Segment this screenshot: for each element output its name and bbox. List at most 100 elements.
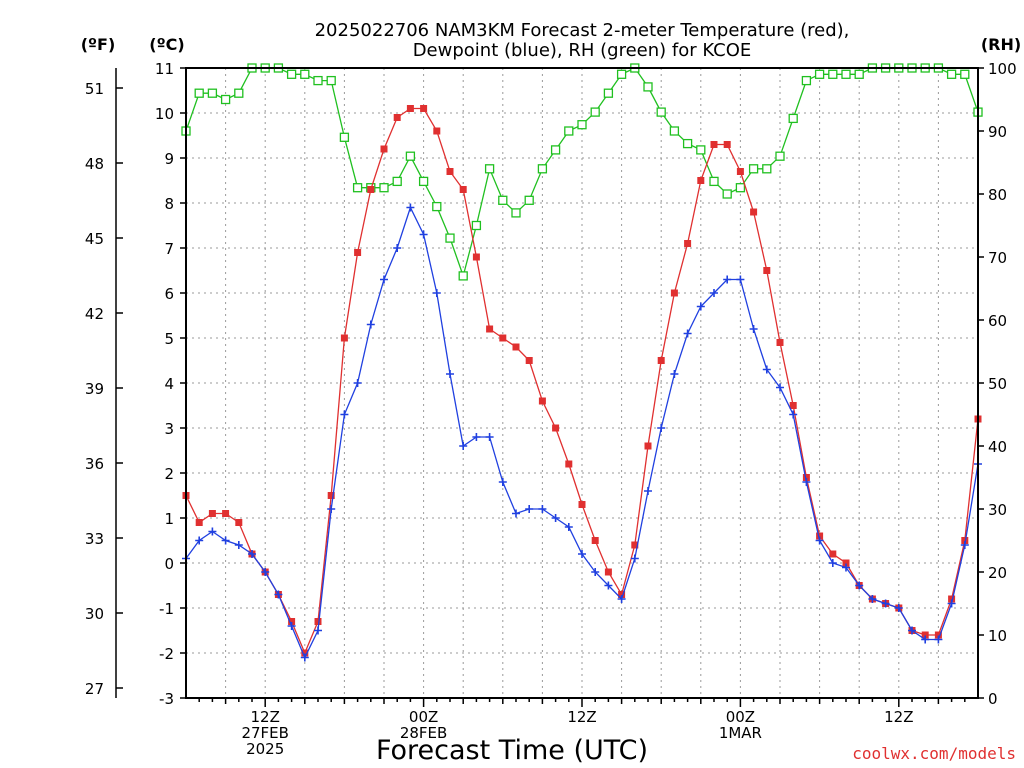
dewpoint-point — [261, 568, 270, 576]
temperature-point — [340, 334, 348, 342]
temperature-point — [670, 289, 678, 297]
dewpoint-point — [802, 478, 811, 486]
dewpoint-point — [947, 599, 956, 608]
rh-point — [643, 82, 653, 92]
rh-tick-label: 30 — [988, 501, 1007, 519]
rh-point — [590, 107, 600, 117]
rh-point — [432, 201, 442, 212]
credit-text: coolwx.com/models — [852, 744, 1016, 763]
rh-point — [194, 88, 204, 98]
dewpoint-point — [881, 599, 890, 608]
rh-point — [405, 151, 416, 161]
celsius-tick-label: 1 — [164, 510, 174, 528]
dewpoint-point — [670, 370, 679, 378]
dewpoint-point — [287, 622, 296, 630]
rh-point — [392, 176, 402, 187]
dewpoint-point — [868, 595, 877, 603]
dewpoint-point — [776, 383, 784, 392]
rh-tick-label: 10 — [988, 627, 1007, 645]
dewpoint-point — [208, 527, 217, 536]
temperature-point — [921, 631, 929, 639]
dewpoint-point — [366, 320, 375, 329]
rh-point — [854, 69, 864, 79]
temperature-point — [208, 510, 216, 517]
dewpoint-point — [815, 536, 824, 545]
dewpoint-point — [446, 370, 454, 378]
series-layer — [181, 63, 983, 662]
temperature-point — [631, 541, 639, 549]
rh-tick-label: 60 — [988, 312, 1007, 330]
dewpoint-point — [327, 505, 336, 513]
temperature-point — [459, 186, 467, 193]
rh-point — [498, 195, 508, 205]
dewpoint-point — [525, 505, 534, 513]
temperature-point — [222, 510, 230, 517]
temperature-point — [842, 559, 850, 567]
fahrenheit-unit-label: (ºF) — [81, 35, 116, 54]
celsius-tick-label: -2 — [159, 645, 174, 663]
temperature-point — [406, 105, 414, 112]
rh-point — [339, 132, 350, 142]
dewpoint-point — [960, 541, 969, 549]
dewpoint-point — [419, 230, 428, 239]
rh-point — [511, 208, 521, 218]
rh-point — [300, 69, 310, 79]
dewpoint-point — [234, 541, 243, 549]
x-tick-label: 12Z — [884, 708, 913, 726]
rh-tick-label: 70 — [988, 249, 1007, 267]
dewpoint-series — [182, 203, 982, 662]
temperature-point — [499, 334, 507, 342]
celsius-tick-label: 5 — [164, 330, 174, 348]
dewpoint-point — [274, 590, 283, 599]
dewpoint-point — [195, 536, 204, 545]
rh-tick-label: 80 — [988, 186, 1007, 204]
rh-point — [960, 69, 970, 79]
temperature-point — [961, 537, 969, 544]
temperature-point — [314, 618, 322, 625]
celsius-axis: -3 -2 -1 0 1 2 3 4 5 6 7 8 9 10 11 — [155, 60, 186, 708]
dewpoint-point — [353, 379, 362, 387]
rh-point — [286, 69, 297, 79]
temperature-point — [538, 397, 546, 405]
x-axis-title: Forecast Time (UTC) — [376, 735, 648, 766]
dewpoint-point — [934, 635, 943, 644]
rh-point — [841, 69, 851, 79]
rh-point — [946, 69, 957, 79]
temperature-point — [367, 186, 375, 193]
celsius-tick-label: 9 — [164, 150, 174, 168]
dewpoint-point — [710, 289, 718, 297]
dewpoint-point — [459, 442, 468, 450]
x-tick-label: 00Z — [726, 708, 755, 726]
dewpoint-point — [842, 563, 850, 572]
temperature-point — [934, 631, 942, 639]
temperature-point — [288, 618, 296, 625]
rh-point — [775, 151, 785, 161]
rh-tick-label: 20 — [988, 564, 1007, 582]
rh-tick-label: 40 — [988, 438, 1007, 456]
temperature-point — [420, 105, 428, 112]
celsius-tick-label: -3 — [159, 690, 174, 708]
rh-tick-label: 50 — [988, 375, 1007, 393]
temperature-point — [723, 141, 731, 148]
dewpoint-point — [644, 487, 652, 495]
dewpoint-point — [300, 653, 309, 662]
temperature-point — [486, 325, 494, 333]
celsius-unit-label: (ºC) — [149, 35, 184, 54]
rh-point — [801, 75, 812, 86]
x-tick-label: 28FEB — [400, 724, 447, 742]
temperature-point — [697, 177, 705, 184]
x-tick-label: 27FEB — [241, 724, 288, 742]
rh-tick-label: 100 — [988, 60, 1017, 78]
temperature-point — [750, 208, 758, 216]
rh-unit-label: (RH) — [981, 35, 1021, 54]
dewpoint-point — [630, 554, 639, 563]
temperature-point — [684, 240, 692, 247]
temperature-point — [525, 357, 533, 364]
dewpoint-point — [723, 275, 732, 284]
dewpoint-point — [657, 424, 666, 432]
rh-point — [788, 113, 798, 124]
rh-point — [326, 75, 336, 86]
fahrenheit-tick-label: 42 — [85, 305, 104, 323]
dewpoint-point — [578, 550, 586, 558]
dewpoint-point — [314, 626, 322, 635]
